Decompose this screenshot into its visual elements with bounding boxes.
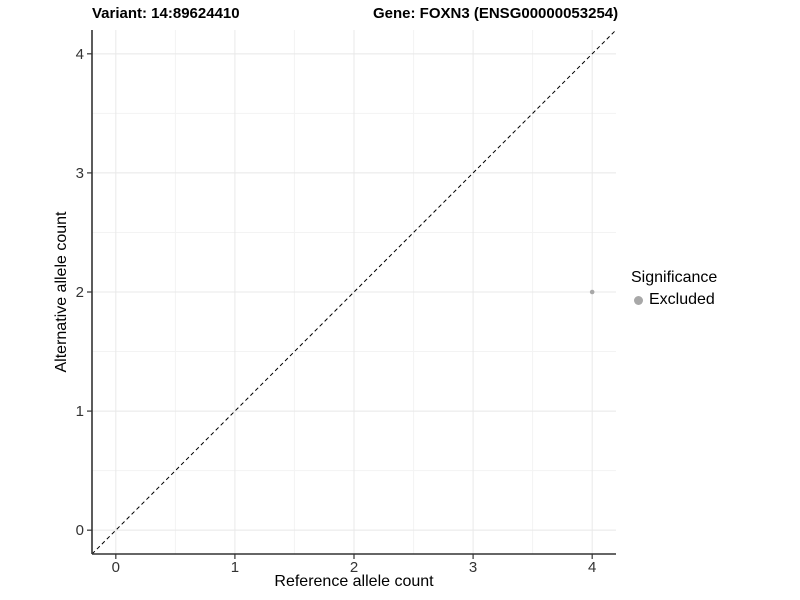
y-tick-label: 3	[76, 165, 84, 182]
y-tick-label: 2	[76, 284, 84, 301]
y-tick-label: 4	[76, 46, 84, 63]
x-tick-label: 1	[231, 559, 239, 576]
x-tick-label: 4	[588, 559, 596, 576]
x-tick-label: 2	[350, 559, 358, 576]
gene-title: Gene: FOXN3 (ENSG00000053254)	[373, 5, 619, 22]
legend-item: Excluded	[631, 291, 717, 309]
legend: Significance Excluded	[631, 269, 717, 309]
y-axis-label: Alternative allele count	[53, 211, 70, 373]
x-axis-label: Reference allele count	[274, 573, 434, 590]
identity-dashed-line	[91, 29, 617, 555]
data-point	[589, 289, 595, 295]
x-tick-label: 3	[469, 559, 477, 576]
legend-point-icon	[634, 295, 643, 305]
legend-item-label: Excluded	[649, 291, 715, 308]
legend-title: Significance	[631, 269, 718, 286]
y-tick-label: 0	[76, 522, 84, 539]
variant-title: Variant: 14:89624410	[92, 5, 240, 22]
x-tick-label: 0	[112, 559, 120, 576]
y-tick-label: 1	[76, 403, 84, 420]
